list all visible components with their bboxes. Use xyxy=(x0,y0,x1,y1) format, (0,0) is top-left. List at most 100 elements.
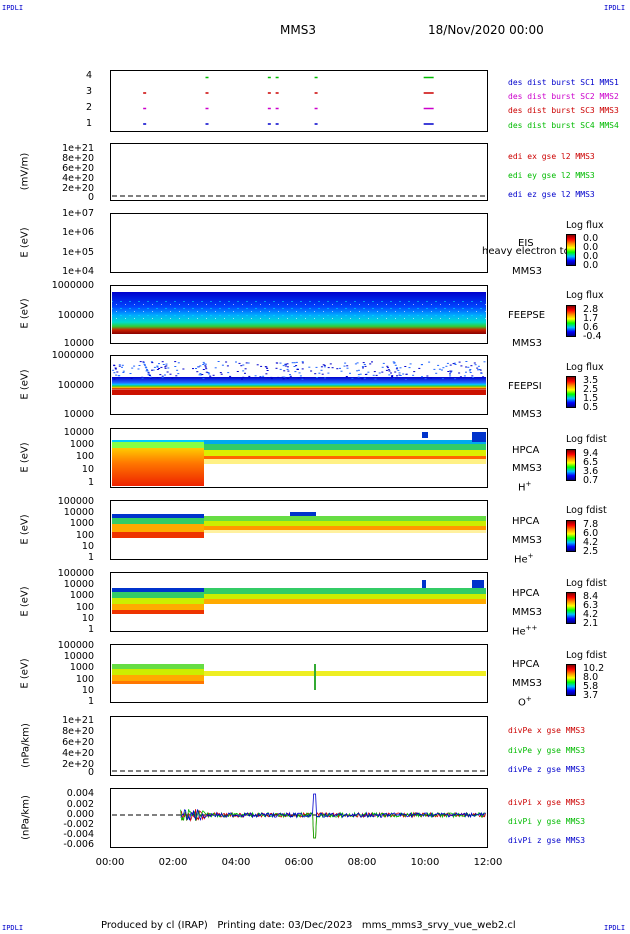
hpca-h-spectrogram xyxy=(112,432,486,486)
hpca-o-spectrogram xyxy=(112,664,486,690)
feepsi-speckle xyxy=(147,372,150,374)
feepsi-speckle xyxy=(149,376,152,378)
burst-mark xyxy=(275,107,279,110)
feepsi-speckle xyxy=(141,377,144,379)
feepsi-speckle xyxy=(396,375,398,377)
feepsi-speckle xyxy=(391,376,394,377)
feepsi-speckle xyxy=(346,365,349,367)
cbar-tick: 0.0 xyxy=(583,260,599,271)
feepsi-speckle xyxy=(133,365,136,367)
feepsi-speckle xyxy=(321,373,324,375)
feepsi-speckle xyxy=(301,361,304,363)
feepsi-speckle xyxy=(412,374,415,376)
feepsi-speckle xyxy=(165,363,168,365)
feepsi-speckle xyxy=(199,365,202,367)
feepsi-speckle xyxy=(144,364,146,366)
ylabel-hpca-he: E (eV) xyxy=(19,514,31,545)
feepsi-speckle xyxy=(289,374,291,376)
feepsi-speckle xyxy=(286,366,289,368)
feepsi-speckle xyxy=(465,366,468,368)
species-charge: + xyxy=(525,480,532,488)
feepsi-speckle xyxy=(209,375,212,377)
ylabel-hpca-h: E (eV) xyxy=(19,442,31,473)
cbar-tick: 0.0 xyxy=(583,242,599,253)
ytick: 1e+06 xyxy=(62,227,94,238)
cbar-tick: 4.2 xyxy=(583,609,599,620)
ytick: 10000 xyxy=(63,338,94,349)
feepsi-speckle xyxy=(169,373,172,375)
feepsi-speckle xyxy=(363,377,366,379)
feepsi-speckle xyxy=(205,368,208,370)
feepsi-speckle xyxy=(467,366,470,368)
feepsi-speckle xyxy=(303,377,305,379)
feepsi-speckle xyxy=(343,365,346,367)
feepsi-speckle xyxy=(447,371,450,372)
feepsi-speckle xyxy=(281,376,284,378)
feepsi-speckle xyxy=(382,362,385,364)
feepsi-speckle xyxy=(247,362,250,364)
burst-mark xyxy=(205,92,209,94)
instrument-hpca-sc: MMS3 xyxy=(512,678,542,689)
feepsi-speckle xyxy=(138,365,141,366)
ytick: 0 xyxy=(87,767,94,778)
ytick: 1e+04 xyxy=(62,266,94,277)
burst-mark xyxy=(314,107,318,110)
feepsi-speckle xyxy=(392,361,395,363)
instrument-hpca-sc: MMS3 xyxy=(512,607,542,618)
xtick-label: 10:00 xyxy=(410,857,440,868)
feepsi-speckle xyxy=(474,364,477,366)
feepsi-speckle xyxy=(298,372,301,374)
feepsi-speckle xyxy=(254,375,257,377)
feepsi-speckle xyxy=(396,367,399,369)
feepsi-speckle xyxy=(150,377,153,379)
feepsi-speckle xyxy=(446,362,449,364)
feepsi-speckle xyxy=(167,367,170,369)
feepsi-speckle xyxy=(284,365,287,367)
feepsi-speckle xyxy=(418,367,421,369)
feepsi-speckle xyxy=(301,368,304,370)
logo-top-left: IPDLI xyxy=(2,4,24,12)
feepsi-speckle xyxy=(114,367,117,369)
feepsi-speckle xyxy=(386,365,389,367)
feepsi-speckle xyxy=(426,375,429,377)
legend-burst-mms4: des dist burst SC4 MMS4 xyxy=(508,121,619,130)
feepsi-speckle xyxy=(404,378,407,380)
feepsi-speckle xyxy=(139,361,142,363)
panel-hpca-h xyxy=(110,428,488,488)
cbar-tick: -0.4 xyxy=(583,331,602,342)
feepsi-speckle xyxy=(116,371,119,373)
feepsi-speckle xyxy=(242,370,245,372)
feepsi-speckle xyxy=(159,374,162,376)
feepsi-speckle xyxy=(171,377,174,379)
feepsi-speckle xyxy=(202,364,205,365)
ytick: 100 xyxy=(75,451,94,462)
feepsi-speckle xyxy=(277,376,280,378)
feepsi-speckle xyxy=(476,367,479,369)
feepsi-speckle xyxy=(373,371,376,373)
species-charge: ++ xyxy=(525,624,538,632)
feepsi-speckle xyxy=(275,367,278,369)
feepsi-speckle xyxy=(453,362,456,364)
feepsi-speckle xyxy=(421,376,423,378)
feepsi-speckle xyxy=(279,368,282,370)
feepsi-speckle xyxy=(182,368,185,370)
burst-mark xyxy=(314,92,318,94)
feepsi-speckle xyxy=(362,362,365,364)
ytick: 1 xyxy=(87,624,94,635)
feepsi-speckle xyxy=(267,377,270,379)
burst-mark xyxy=(423,107,434,110)
ytick: 0 xyxy=(87,192,94,203)
feepsi-speckle xyxy=(369,363,372,365)
colorbar-label: Log flux xyxy=(566,220,604,231)
feepsi-speckle xyxy=(394,364,397,366)
feepsi-speckle xyxy=(130,377,133,379)
feepsi-speckle xyxy=(409,363,412,365)
burst-mark xyxy=(205,123,209,125)
panel-feepsi xyxy=(110,355,488,415)
feepsi-speckle xyxy=(356,362,359,364)
cbar-tick: 5.8 xyxy=(583,681,599,692)
feepsi-speckle xyxy=(195,368,197,369)
feepsi-speckle xyxy=(371,361,373,363)
feepsi-speckle xyxy=(320,366,323,368)
feepsi-speckle xyxy=(295,365,298,367)
